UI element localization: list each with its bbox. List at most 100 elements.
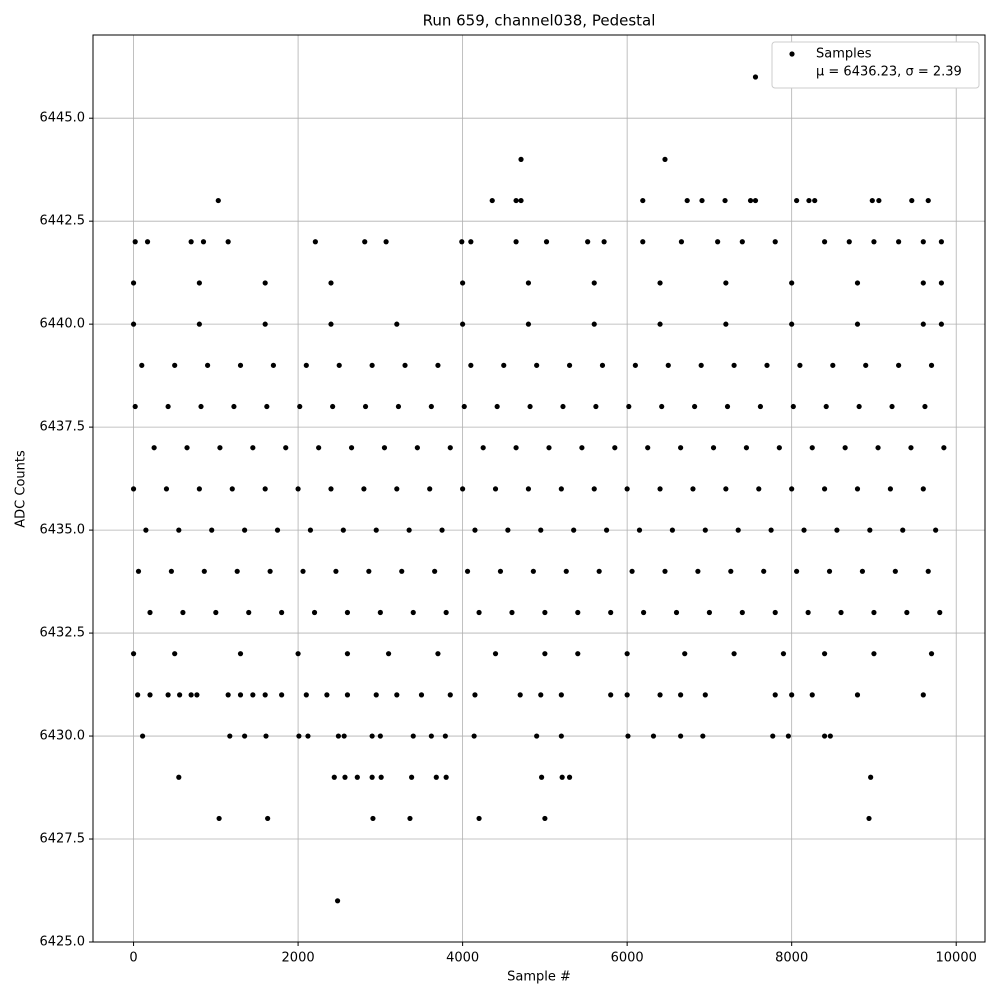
point: [794, 197, 800, 204]
point: [871, 651, 877, 657]
point: [311, 609, 318, 616]
point: [542, 609, 548, 616]
point: [229, 486, 235, 492]
point: [369, 774, 375, 780]
point: [608, 609, 614, 616]
point: [361, 486, 367, 492]
point: [566, 774, 573, 780]
point: [805, 609, 811, 616]
point: [172, 651, 178, 657]
point: [513, 197, 519, 204]
point: [237, 362, 244, 368]
point: [263, 733, 269, 739]
point: [369, 362, 375, 368]
point: [439, 527, 445, 533]
point: [640, 239, 646, 245]
point: [237, 692, 244, 698]
y-tick-label: 6430.0: [40, 729, 86, 744]
point: [710, 445, 717, 451]
point: [723, 486, 729, 492]
point: [731, 651, 737, 657]
point: [722, 197, 728, 204]
point: [735, 527, 741, 533]
point: [414, 445, 420, 451]
point: [464, 568, 471, 574]
point: [772, 692, 778, 698]
legend-box: [771, 41, 980, 89]
point: [168, 568, 174, 574]
point: [530, 568, 536, 574]
point: [821, 239, 828, 245]
point: [821, 651, 828, 657]
point: [789, 321, 795, 327]
point: [184, 445, 190, 451]
x-tick-label: 4000: [446, 951, 479, 966]
point: [723, 280, 729, 286]
point: [863, 362, 869, 368]
series: [130, 74, 947, 904]
point: [842, 445, 848, 451]
point: [348, 445, 355, 451]
point: [665, 362, 671, 368]
point: [407, 815, 413, 822]
point: [270, 362, 277, 368]
point: [296, 733, 302, 739]
point: [476, 609, 482, 616]
point: [336, 362, 342, 368]
point: [501, 362, 507, 368]
point: [406, 527, 412, 533]
point: [657, 280, 663, 286]
y-tick-label: 6442.5: [40, 214, 86, 229]
x-tick-label: 8000: [775, 951, 808, 966]
point: [472, 692, 478, 698]
point: [752, 197, 759, 204]
point: [447, 692, 453, 698]
point: [752, 74, 759, 80]
point: [331, 774, 337, 780]
point: [823, 403, 829, 410]
point: [172, 362, 178, 368]
point: [377, 733, 383, 739]
point: [140, 733, 146, 739]
point: [867, 527, 873, 533]
point: [443, 609, 449, 616]
point: [402, 362, 408, 368]
point: [305, 733, 311, 739]
point: [433, 774, 439, 780]
point: [772, 239, 778, 245]
point: [472, 527, 478, 533]
point: [144, 239, 151, 245]
point: [794, 568, 800, 574]
point: [657, 486, 663, 492]
y-tick-label: 6435.0: [40, 523, 86, 538]
point: [768, 527, 774, 533]
point: [130, 651, 137, 657]
point: [177, 692, 183, 698]
x-axis-label: Sample #: [507, 970, 571, 985]
point: [834, 527, 840, 533]
point: [418, 692, 425, 698]
point: [518, 156, 524, 162]
point: [866, 815, 872, 822]
point: [928, 651, 935, 657]
point: [900, 527, 906, 533]
point: [328, 321, 334, 327]
point: [887, 486, 893, 492]
point: [394, 692, 400, 698]
point: [264, 403, 270, 410]
point: [213, 609, 219, 616]
point: [560, 403, 566, 410]
point: [354, 774, 360, 780]
x-tick-label: 2000: [282, 951, 315, 966]
point: [566, 362, 573, 368]
point: [335, 733, 341, 739]
point: [443, 774, 449, 780]
point: [650, 733, 657, 739]
point: [362, 239, 368, 245]
point: [678, 692, 684, 698]
chart-title: Run 659, channel038, Pedestal: [423, 12, 656, 30]
point: [344, 651, 351, 657]
point: [196, 280, 202, 286]
point: [875, 445, 881, 451]
point: [373, 527, 379, 533]
